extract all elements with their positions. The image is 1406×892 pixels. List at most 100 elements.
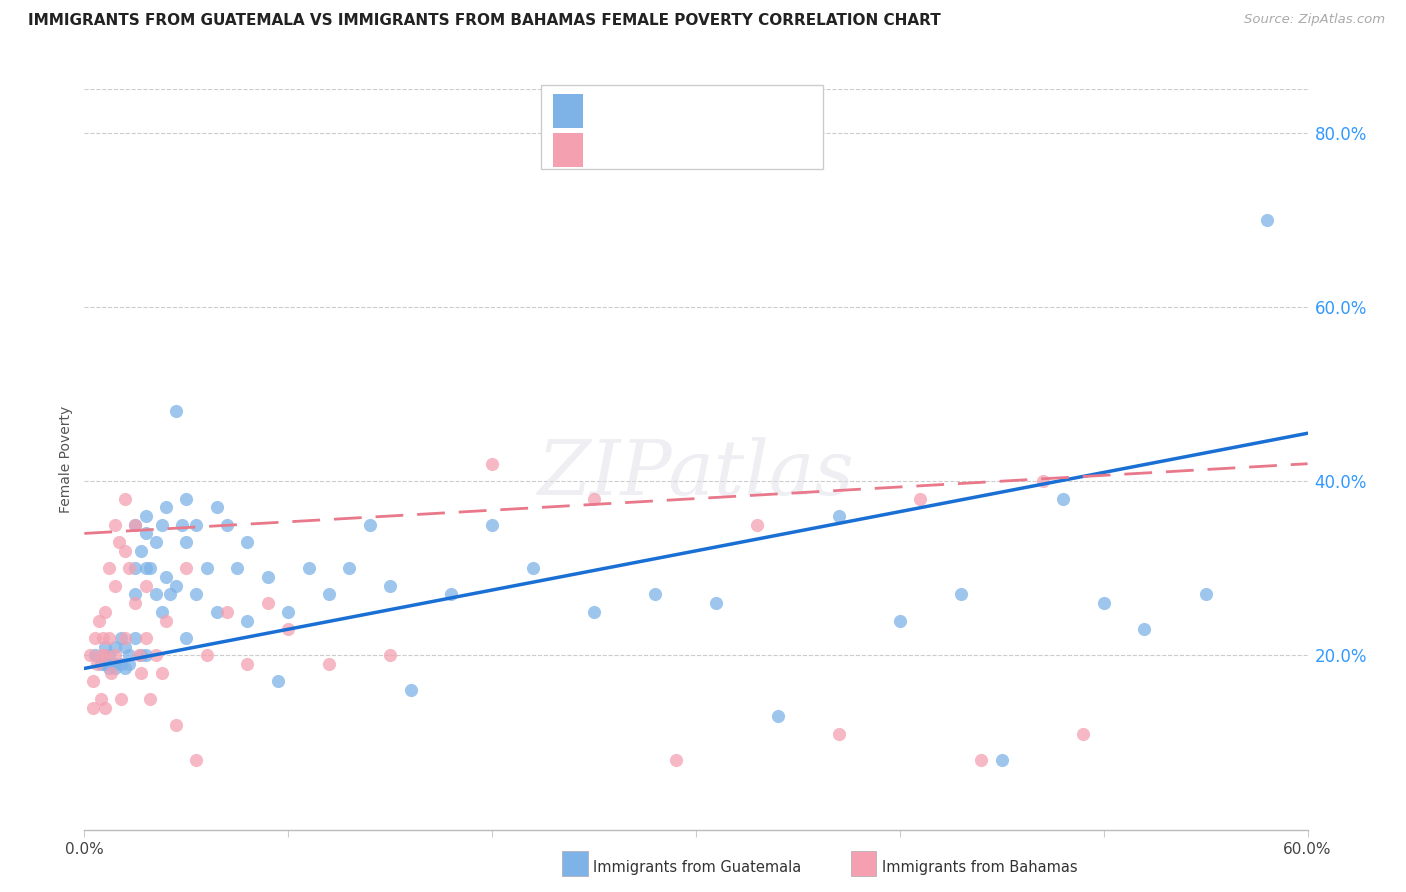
Point xyxy=(172,517,194,532)
Point xyxy=(97,648,120,663)
Point xyxy=(236,535,259,549)
Point xyxy=(83,648,105,663)
Point xyxy=(665,753,688,767)
Point xyxy=(131,665,153,680)
Point xyxy=(380,579,402,593)
Point xyxy=(104,648,127,663)
Point xyxy=(93,605,115,619)
Point xyxy=(104,661,127,675)
Text: IMMIGRANTS FROM GUATEMALA VS IMMIGRANTS FROM BAHAMAS FEMALE POVERTY CORRELATION : IMMIGRANTS FROM GUATEMALA VS IMMIGRANTS … xyxy=(28,13,941,29)
Point xyxy=(1195,587,1218,601)
Point xyxy=(135,508,157,523)
Point xyxy=(110,657,132,671)
Point xyxy=(104,640,127,654)
Point xyxy=(1256,212,1278,227)
Point xyxy=(150,517,173,532)
Point xyxy=(159,587,181,601)
Point xyxy=(257,570,280,584)
Point xyxy=(110,631,132,645)
Point xyxy=(131,544,153,558)
Point xyxy=(93,640,115,654)
Point xyxy=(97,661,120,675)
Point xyxy=(135,561,157,575)
Point xyxy=(145,587,167,601)
Point xyxy=(150,665,173,680)
Point xyxy=(583,605,606,619)
Point xyxy=(277,605,299,619)
Point xyxy=(114,631,136,645)
Point xyxy=(522,561,544,575)
Point xyxy=(118,648,141,663)
Point xyxy=(706,596,728,610)
Point xyxy=(236,614,259,628)
Y-axis label: Female Poverty: Female Poverty xyxy=(59,406,73,513)
Point xyxy=(174,491,197,506)
Point xyxy=(440,587,463,601)
Text: Immigrants from Bahamas: Immigrants from Bahamas xyxy=(882,860,1077,874)
Point xyxy=(135,648,157,663)
Point xyxy=(124,631,146,645)
Point xyxy=(145,535,167,549)
Point xyxy=(950,587,973,601)
Text: R = 0.498   N = 73: R = 0.498 N = 73 xyxy=(598,95,782,113)
Point xyxy=(195,561,218,575)
Point xyxy=(165,579,187,593)
Point xyxy=(1073,727,1095,741)
Point xyxy=(124,561,146,575)
Point xyxy=(1092,596,1115,610)
Point xyxy=(277,622,299,636)
Point xyxy=(155,614,177,628)
Point xyxy=(97,631,120,645)
Point xyxy=(380,648,402,663)
Point xyxy=(131,648,153,663)
Point xyxy=(583,491,606,506)
Point xyxy=(165,404,187,418)
Point xyxy=(124,587,146,601)
Point xyxy=(93,657,115,671)
Point xyxy=(318,587,340,601)
Point xyxy=(174,561,197,575)
Point xyxy=(93,648,115,663)
Point xyxy=(128,648,150,663)
Point xyxy=(118,657,141,671)
Point xyxy=(114,544,136,558)
Point xyxy=(195,648,218,663)
Point xyxy=(155,570,177,584)
Point xyxy=(205,500,228,515)
Point xyxy=(93,700,115,714)
Point xyxy=(165,718,187,732)
Point xyxy=(79,648,101,663)
Point xyxy=(970,753,993,767)
Point xyxy=(90,657,112,671)
Point xyxy=(399,683,422,698)
Point xyxy=(138,561,160,575)
Text: Immigrants from Guatemala: Immigrants from Guatemala xyxy=(593,860,801,874)
Point xyxy=(1052,491,1074,506)
Point xyxy=(82,700,104,714)
Point xyxy=(174,535,197,549)
Point xyxy=(97,561,120,575)
Text: ZIPatlas: ZIPatlas xyxy=(537,437,855,511)
Point xyxy=(138,692,160,706)
Point xyxy=(110,692,132,706)
Point xyxy=(100,665,122,680)
Point xyxy=(135,526,157,541)
Point xyxy=(991,753,1014,767)
Point xyxy=(481,457,503,471)
Text: Source: ZipAtlas.com: Source: ZipAtlas.com xyxy=(1244,13,1385,27)
Point xyxy=(124,596,146,610)
Point xyxy=(644,587,666,601)
Point xyxy=(766,709,789,723)
Point xyxy=(104,657,127,671)
Point xyxy=(83,631,105,645)
Point xyxy=(186,587,208,601)
Point xyxy=(91,631,114,645)
Point xyxy=(135,579,157,593)
Point xyxy=(104,579,127,593)
Point xyxy=(236,657,259,671)
Point xyxy=(747,517,769,532)
Point xyxy=(267,674,290,689)
Point xyxy=(150,605,173,619)
Point xyxy=(889,614,911,628)
Point xyxy=(90,648,112,663)
